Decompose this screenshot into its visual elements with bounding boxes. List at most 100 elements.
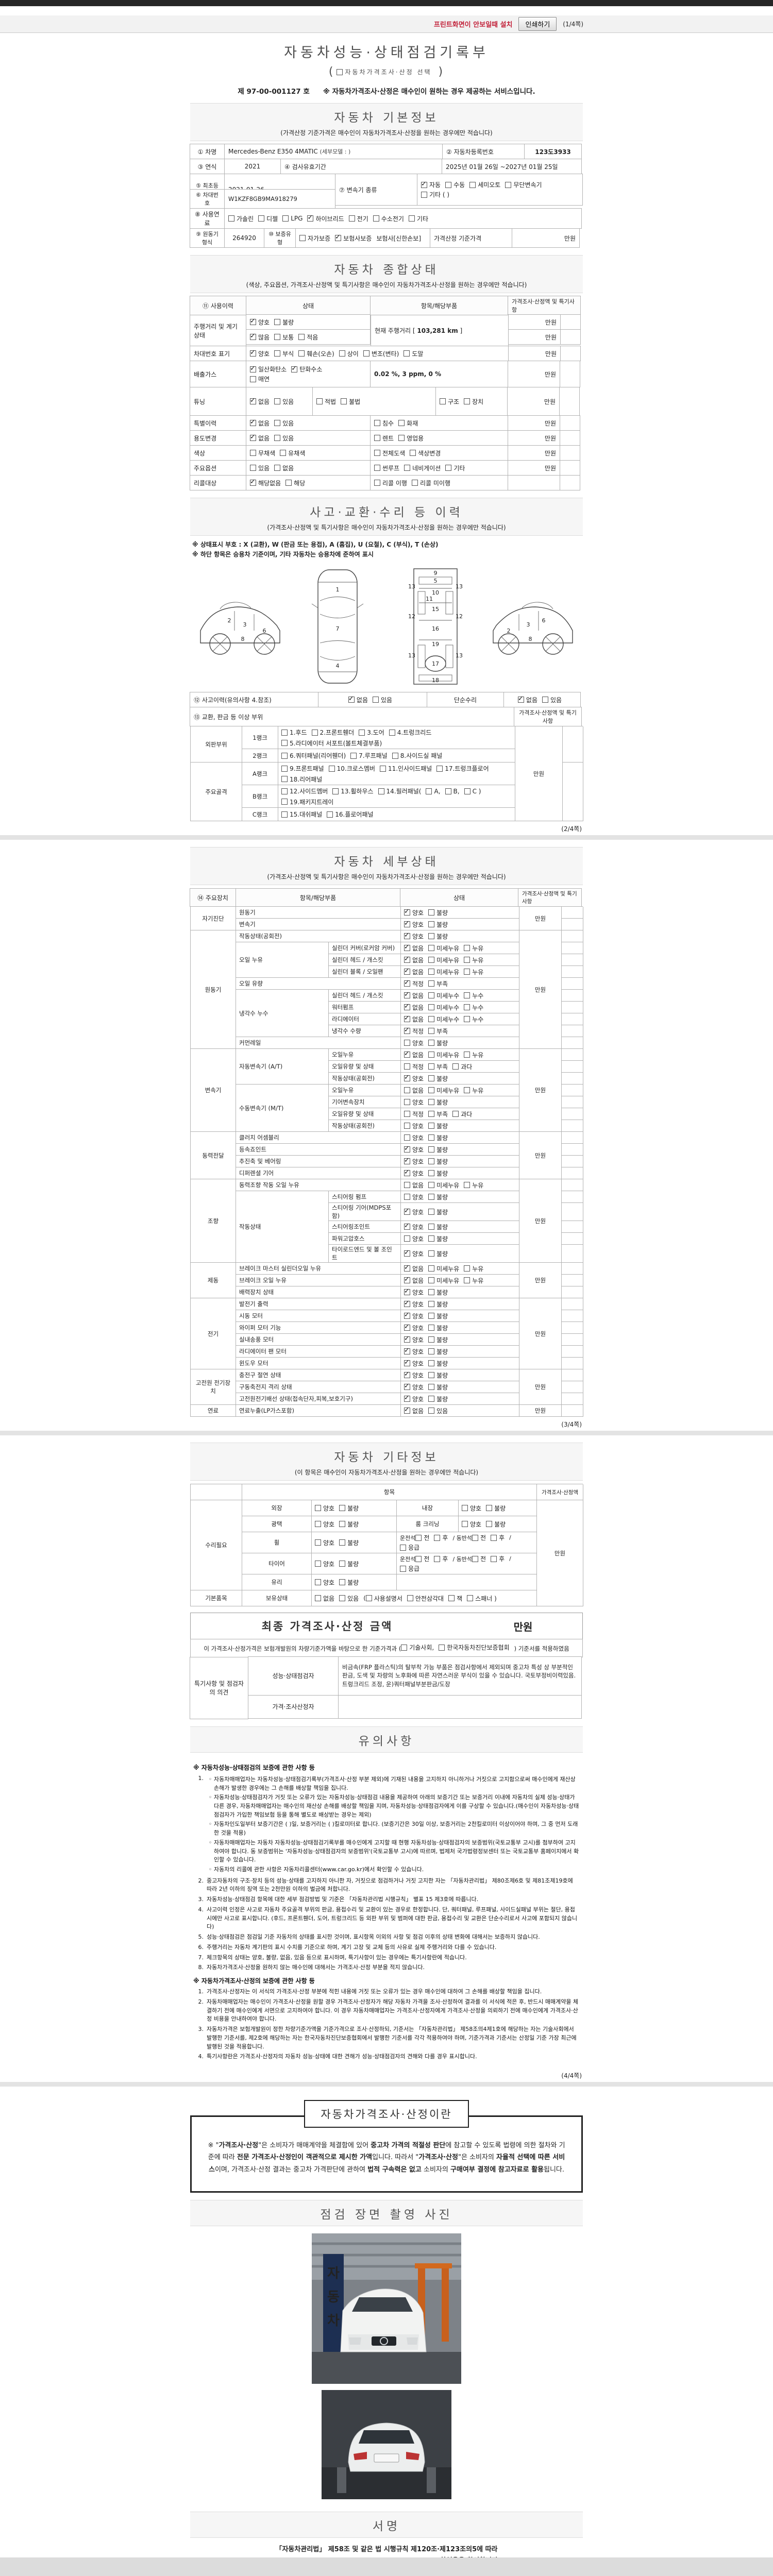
unchecked-checkbox-icon[interactable]	[464, 1087, 470, 1094]
checkbox-option[interactable]: 5.라디에이터 서포트(볼트체결부품)	[281, 739, 382, 748]
checkbox-option[interactable]: 불량	[428, 1039, 448, 1047]
checkbox-option[interactable]: 전체도색	[374, 449, 405, 457]
checkbox-option[interactable]: 영업용	[398, 434, 424, 443]
unchecked-checkbox-icon[interactable]	[285, 480, 292, 486]
checkbox-option[interactable]: 양호	[315, 1538, 334, 1547]
unchecked-checkbox-icon[interactable]	[359, 729, 365, 736]
unchecked-checkbox-icon[interactable]	[428, 1235, 435, 1242]
checkbox-option[interactable]: 양호	[404, 1370, 424, 1380]
unchecked-checkbox-icon[interactable]	[404, 1063, 410, 1070]
checkbox-option[interactable]: 3.도어	[359, 728, 384, 737]
checkbox-option[interactable]: 누유	[464, 956, 483, 964]
checkbox-option[interactable]: 누유	[464, 1264, 483, 1273]
checked-checkbox-icon[interactable]	[250, 365, 256, 372]
unchecked-checkbox-icon[interactable]	[339, 350, 345, 357]
checked-checkbox-icon[interactable]	[404, 979, 410, 987]
unchecked-checkbox-icon[interactable]	[445, 788, 451, 794]
checkbox-option[interactable]: 불량	[428, 1074, 448, 1083]
checkbox-option[interactable]: 불량	[428, 1234, 448, 1243]
unchecked-checkbox-icon[interactable]	[392, 752, 398, 759]
checkbox-option[interactable]: 부식	[274, 349, 294, 358]
checkbox-option[interactable]: 없음	[404, 955, 424, 964]
checkbox-option[interactable]: 전기	[348, 214, 368, 223]
unchecked-checkbox-icon[interactable]	[486, 1505, 493, 1512]
checkbox-option[interactable]: 기타	[445, 464, 465, 472]
unchecked-checkbox-icon[interactable]	[428, 1313, 435, 1319]
checkbox-option[interactable]: LPG	[282, 215, 303, 222]
unchecked-checkbox-icon[interactable]	[428, 1111, 435, 1117]
checkbox-option[interactable]: 있음	[274, 397, 294, 406]
unchecked-checkbox-icon[interactable]	[448, 1595, 455, 1602]
checkbox-option[interactable]: 불량	[428, 1223, 448, 1231]
checkbox-option[interactable]: 불량	[428, 1335, 448, 1344]
unchecked-checkbox-icon[interactable]	[280, 450, 287, 456]
checkbox-option[interactable]: 응급	[400, 1564, 419, 1573]
unchecked-checkbox-icon[interactable]	[315, 1561, 321, 1567]
checkbox-option[interactable]: 양호	[404, 1347, 424, 1356]
unchecked-checkbox-icon[interactable]	[486, 1521, 493, 1528]
unchecked-checkbox-icon[interactable]	[274, 398, 281, 404]
unchecked-checkbox-icon[interactable]	[472, 1555, 479, 1562]
unchecked-checkbox-icon[interactable]	[404, 1099, 410, 1106]
checkbox-option[interactable]: 안전삼각대	[407, 1594, 444, 1603]
checked-checkbox-icon[interactable]	[404, 1014, 410, 1023]
checked-checkbox-icon[interactable]	[404, 1370, 410, 1379]
checkbox-option[interactable]: 탄화수소	[291, 365, 322, 374]
checkbox-option[interactable]: 6.쿼터패널(리어휀더)	[281, 751, 346, 760]
checked-checkbox-icon[interactable]	[348, 695, 355, 703]
unchecked-checkbox-icon[interactable]	[428, 1052, 435, 1058]
checked-checkbox-icon[interactable]	[404, 1207, 410, 1215]
checkbox-option[interactable]: 미세누유	[428, 1276, 459, 1285]
checkbox-option[interactable]: 미세누수	[428, 1003, 459, 1012]
checkbox-option[interactable]: 불량	[428, 1300, 448, 1309]
checkbox-option[interactable]: 과다	[452, 1062, 472, 1071]
print-button[interactable]: 인쇄하기	[518, 17, 557, 31]
checkbox-option[interactable]: 불량	[339, 1504, 359, 1513]
unchecked-checkbox-icon[interactable]	[404, 1194, 410, 1200]
unchecked-checkbox-icon[interactable]	[315, 1539, 321, 1546]
checkbox-option[interactable]: 불량	[428, 1395, 448, 1403]
checked-checkbox-icon[interactable]	[404, 1382, 410, 1391]
checkbox-option[interactable]: 8.사이드실 패널	[392, 751, 442, 760]
unchecked-checkbox-icon[interactable]	[428, 1408, 435, 1414]
unchecked-checkbox-icon[interactable]	[428, 1123, 435, 1129]
checkbox-option[interactable]: 미세누유	[428, 1264, 459, 1273]
checkbox-option[interactable]: 있음	[542, 696, 562, 704]
unchecked-checkbox-icon[interactable]	[315, 1595, 321, 1602]
unchecked-checkbox-icon[interactable]	[374, 450, 380, 456]
checkbox-option[interactable]: 불량	[339, 1560, 359, 1568]
unchecked-checkbox-icon[interactable]	[339, 1579, 346, 1586]
checkbox-option[interactable]: 양호	[404, 1394, 424, 1403]
checked-checkbox-icon[interactable]	[421, 180, 427, 188]
unchecked-checkbox-icon[interactable]	[445, 181, 452, 188]
unchecked-checkbox-icon[interactable]	[462, 1505, 468, 1512]
unchecked-checkbox-icon[interactable]	[415, 1534, 422, 1541]
checkbox-option[interactable]: 불량	[428, 1312, 448, 1320]
unchecked-checkbox-icon[interactable]	[464, 992, 470, 999]
unchecked-checkbox-icon[interactable]	[464, 1004, 470, 1011]
unchecked-checkbox-icon[interactable]	[374, 435, 380, 441]
unchecked-checkbox-icon[interactable]	[404, 465, 411, 471]
unchecked-checkbox-icon[interactable]	[469, 181, 476, 188]
unchecked-checkbox-icon[interactable]	[428, 1016, 435, 1023]
checkbox-option[interactable]: 없음	[404, 1050, 424, 1059]
unchecked-checkbox-icon[interactable]	[428, 1384, 435, 1391]
checkbox-option[interactable]: 부족	[428, 1062, 448, 1071]
checked-checkbox-icon[interactable]	[404, 1168, 410, 1177]
unchecked-checkbox-icon[interactable]	[428, 909, 435, 916]
checkbox-option[interactable]: 11.인사이드패널	[379, 764, 432, 773]
unchecked-checkbox-icon[interactable]	[315, 1579, 321, 1586]
checkbox-option[interactable]: 누유	[464, 1086, 483, 1095]
unchecked-checkbox-icon[interactable]	[428, 1087, 435, 1094]
unchecked-checkbox-icon[interactable]	[339, 1505, 346, 1512]
checked-checkbox-icon[interactable]	[404, 1157, 410, 1165]
unchecked-checkbox-icon[interactable]	[337, 69, 343, 75]
checkbox-option[interactable]: 미세누유	[428, 968, 459, 976]
unchecked-checkbox-icon[interactable]	[440, 398, 446, 404]
checkbox-option[interactable]: 기타 ( )	[421, 190, 449, 199]
checkbox-option[interactable]: 매연	[250, 375, 270, 383]
unchecked-checkbox-icon[interactable]	[439, 1645, 445, 1651]
checkbox-option[interactable]: 양호	[404, 1193, 424, 1201]
unchecked-checkbox-icon[interactable]	[404, 1235, 410, 1242]
unchecked-checkbox-icon[interactable]	[428, 957, 435, 963]
